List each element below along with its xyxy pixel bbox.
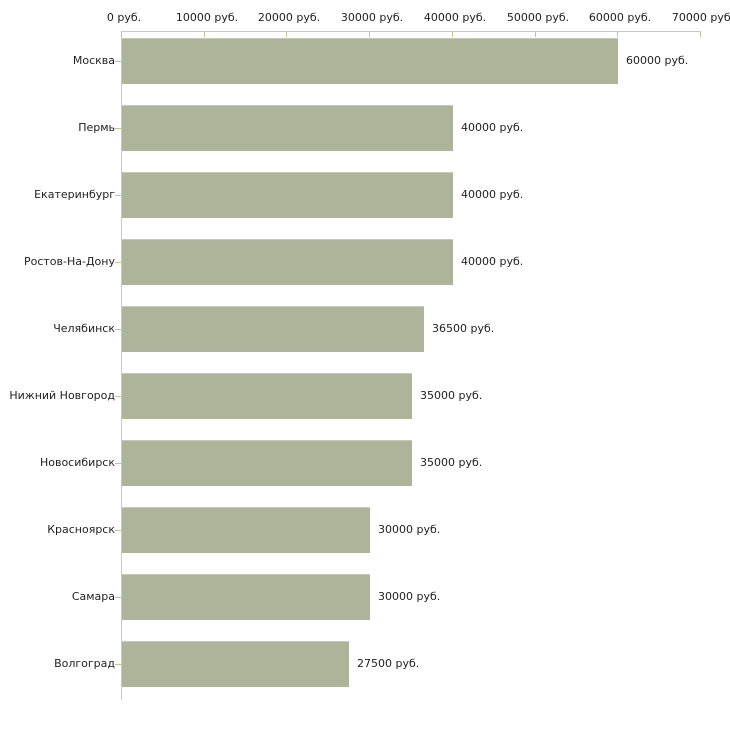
bar-челябинск <box>122 306 424 352</box>
category-label: Самара <box>71 590 115 603</box>
bar-волгоград <box>122 641 349 687</box>
category-tick <box>115 128 121 129</box>
x-axis-tick <box>286 32 287 37</box>
category-label: Нижний Новгород <box>9 389 115 402</box>
category-tick <box>115 195 121 196</box>
x-axis-line <box>121 31 701 32</box>
y-axis-line <box>121 31 122 700</box>
category-tick <box>115 262 121 263</box>
x-axis-tick-label: 40000 руб. <box>423 11 487 24</box>
bar-пермь <box>122 105 453 151</box>
x-axis-tick-label: 10000 руб. <box>175 11 239 24</box>
x-axis-tick <box>535 32 536 37</box>
x-axis-tick-label: 30000 руб. <box>340 11 404 24</box>
value-label: 30000 руб. <box>378 523 441 536</box>
category-label: Ростов-На-Дону <box>23 255 115 268</box>
category-tick <box>115 597 121 598</box>
value-label: 35000 руб. <box>420 389 483 402</box>
value-label: 40000 руб. <box>461 255 524 268</box>
category-tick <box>115 530 121 531</box>
x-axis-tick <box>452 32 453 37</box>
x-axis-tick <box>617 32 618 37</box>
value-label: 30000 руб. <box>378 590 441 603</box>
value-label: 36500 руб. <box>432 322 495 335</box>
value-label: 60000 руб. <box>626 54 689 67</box>
category-label: Новосибирск <box>39 456 115 469</box>
x-axis-tick <box>700 32 701 37</box>
x-axis-tick-label: 0 руб. <box>106 11 142 24</box>
value-label: 35000 руб. <box>420 456 483 469</box>
category-label: Челябинск <box>53 322 115 335</box>
category-tick <box>115 396 121 397</box>
value-label: 40000 руб. <box>461 188 524 201</box>
value-label: 27500 руб. <box>357 657 420 670</box>
category-label: Волгоград <box>54 657 115 670</box>
x-axis-tick-label: 70000 руб. <box>671 11 730 24</box>
bar-самара <box>122 574 370 620</box>
x-axis-tick-label: 20000 руб. <box>257 11 321 24</box>
x-axis-tick-label: 60000 руб. <box>588 11 652 24</box>
category-tick <box>115 463 121 464</box>
bar-нижний-новгород <box>122 373 412 419</box>
x-axis-tick <box>121 32 122 37</box>
bar-новосибирск <box>122 440 412 486</box>
category-label: Красноярск <box>47 523 115 536</box>
x-axis-tick-label: 50000 руб. <box>506 11 570 24</box>
category-tick <box>115 61 121 62</box>
category-tick <box>115 664 121 665</box>
x-axis-tick <box>369 32 370 37</box>
category-label: Москва <box>72 54 115 67</box>
bar-москва <box>122 38 618 84</box>
x-axis-tick <box>204 32 205 37</box>
bar-красноярск <box>122 507 370 553</box>
bar-ростов-на-дону <box>122 239 453 285</box>
category-label: Пермь <box>78 121 115 134</box>
value-label: 40000 руб. <box>461 121 524 134</box>
category-label: Екатеринбург <box>34 188 115 201</box>
category-tick <box>115 329 121 330</box>
bar-екатеринбург <box>122 172 453 218</box>
